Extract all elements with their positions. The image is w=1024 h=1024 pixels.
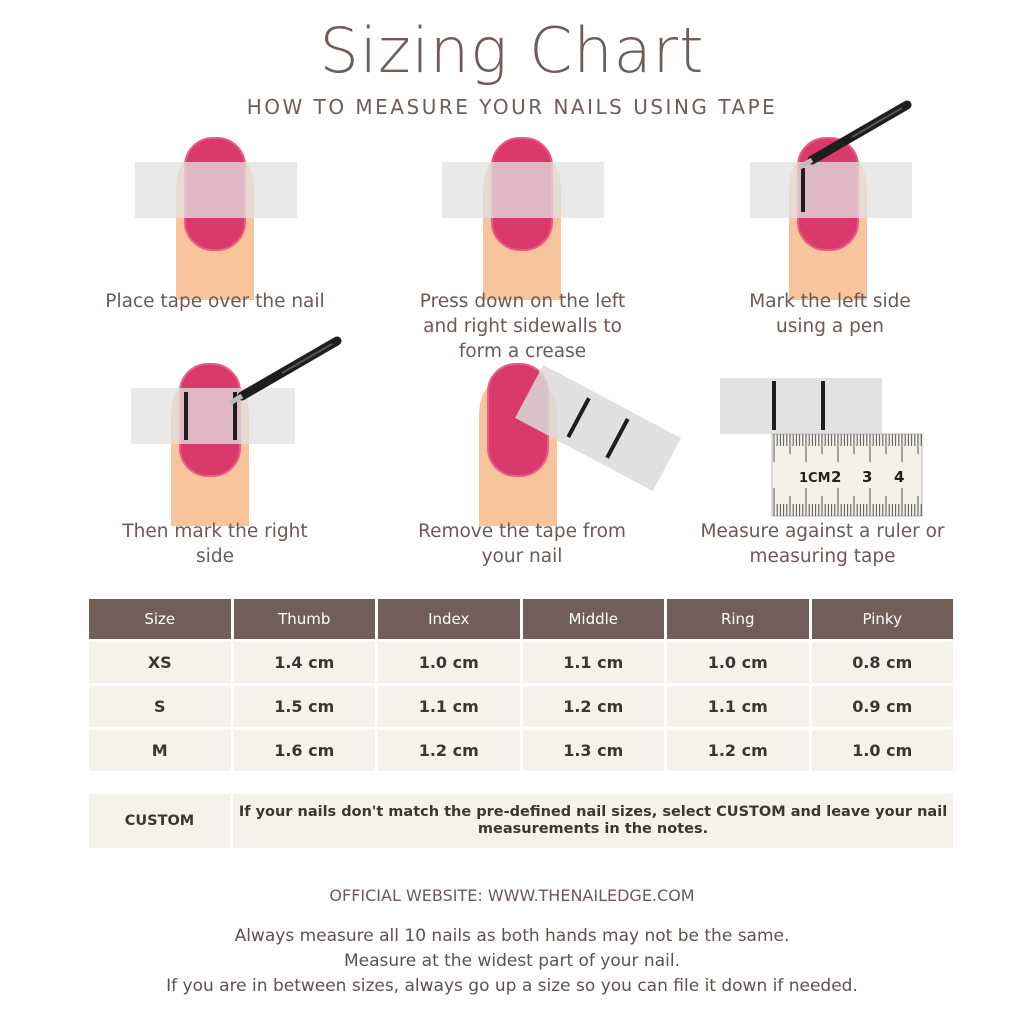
ruler-tick-label: 3 [862, 468, 872, 486]
page-title: Sizing Chart [319, 14, 705, 87]
ruler-tick-label: 4 [894, 468, 904, 486]
step4-illustration [131, 341, 337, 527]
step5-caption: Remove the tape from your nail [418, 521, 626, 567]
page-subtitle: HOW TO MEASURE YOUR NAILS USING TAPE [246, 95, 778, 119]
tape [720, 378, 882, 434]
official-website: OFFICIAL WEBSITE: WWW.THENAILEDGE.COM [329, 886, 695, 905]
tape [131, 388, 295, 444]
ruler-unit-label: 1CM [799, 471, 831, 486]
size-value: 1.6 cm [233, 730, 375, 771]
step5-illustration [478, 363, 681, 527]
custom-label: CUSTOM [89, 794, 230, 848]
header-size: Size [89, 599, 231, 639]
size-value: 1.2 cm [378, 730, 520, 771]
custom-size-row: CUSTOM If your nails don't match the pre… [86, 791, 956, 851]
header-pinky: Pinky [811, 599, 953, 639]
table-row: M 1.6 cm 1.2 cm 1.3 cm 1.2 cm 1.0 cm [89, 730, 953, 771]
tape [750, 162, 912, 218]
size-value: 1.1 cm [522, 642, 664, 683]
step6-caption: Measure against a ruler or measuring tap… [700, 521, 945, 567]
size-value: 1.2 cm [522, 686, 664, 727]
step1-illustration [135, 137, 297, 301]
size-value: 1.0 cm [667, 642, 809, 683]
step2-illustration [442, 137, 604, 301]
step4-caption: Then mark the right side [122, 521, 308, 567]
step2-caption: Press down on the left and right sidewal… [419, 291, 626, 362]
step1-caption: Place tape over the nail [105, 291, 325, 312]
size-label: S [89, 686, 231, 727]
size-label: M [89, 730, 231, 771]
size-table: Size Thumb Index Middle Ring Pinky XS 1.4… [86, 596, 956, 774]
size-value: 1.1 cm [667, 686, 809, 727]
removed-tape [515, 364, 681, 492]
custom-message: If your nails don't match the pre-define… [233, 794, 953, 848]
size-value: 1.0 cm [811, 730, 953, 771]
table-header-row: Size Thumb Index Middle Ring Pinky [89, 599, 953, 639]
size-value: 1.5 cm [233, 686, 375, 727]
ruler: 1CM 2 3 4 [771, 433, 923, 517]
ruler-tick-label: 2 [831, 468, 841, 486]
step6-illustration: 1CM 2 3 4 [720, 378, 923, 517]
size-value: 1.0 cm [378, 642, 520, 683]
size-value: 1.2 cm [667, 730, 809, 771]
size-value: 1.3 cm [522, 730, 664, 771]
header-ring: Ring [667, 599, 809, 639]
size-value: 1.4 cm [233, 642, 375, 683]
step3-illustration [750, 105, 912, 301]
step3-caption: Mark the left side using a pen [749, 291, 911, 337]
header-middle: Middle [522, 599, 664, 639]
tape [135, 162, 297, 218]
table-row: XS 1.4 cm 1.0 cm 1.1 cm 1.0 cm 0.8 cm [89, 642, 953, 683]
table-row: S 1.5 cm 1.1 cm 1.2 cm 1.1 cm 0.9 cm [89, 686, 953, 727]
measuring-steps-illustration: 1CM 2 3 4 [131, 0, 923, 527]
size-value: 0.8 cm [811, 642, 953, 683]
note-line: Always measure all 10 nails as both hand… [234, 926, 790, 946]
note-line: Measure at the widest part of your nail. [344, 951, 680, 971]
note-line: If you are in between sizes, always go u… [166, 976, 858, 996]
size-label: XS [89, 642, 231, 683]
size-value: 0.9 cm [811, 686, 953, 727]
header-index: Index [378, 599, 520, 639]
tape [442, 162, 604, 218]
size-value: 1.1 cm [378, 686, 520, 727]
header-thumb: Thumb [233, 599, 375, 639]
